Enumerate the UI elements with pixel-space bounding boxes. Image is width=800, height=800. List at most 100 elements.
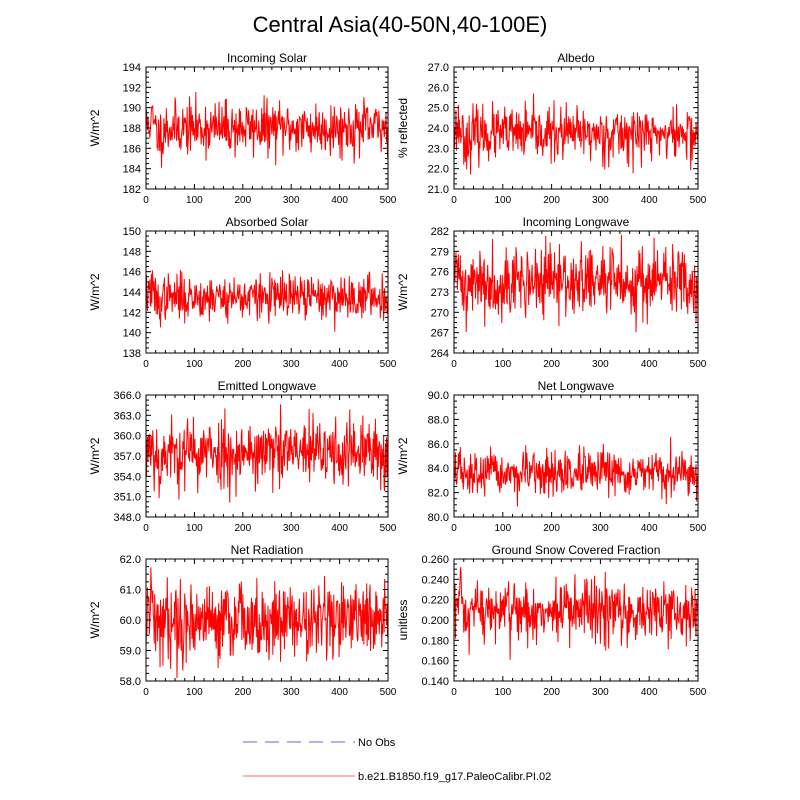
panel-6: 0 100 200 300 400 500 80.0 82.0 84.0 86.0 88.0 90.0… xyxy=(396,379,707,534)
panels: 0 100 200 300 400 500 182 184 186 188 190 192 194 Inc… xyxy=(88,51,707,698)
y-tick-label: 26.0 xyxy=(428,82,449,94)
x-tick-label: 300 xyxy=(283,359,300,370)
x-tick-label: 300 xyxy=(283,195,300,206)
y-tick-label: 80.0 xyxy=(428,512,449,524)
y-tick-label: 0.180 xyxy=(421,635,449,647)
y-axis-label: unitless xyxy=(396,600,410,641)
x-tick-label: 100 xyxy=(186,523,203,534)
x-tick-label: 500 xyxy=(380,195,397,206)
y-tick-label: 267 xyxy=(431,328,449,340)
y-tick-label: 282 xyxy=(431,226,449,238)
y-axis-label: W/m^2 xyxy=(88,437,102,474)
x-tick-label: 0 xyxy=(451,359,457,370)
legend-obs-label: No Obs xyxy=(358,737,396,749)
panel-title: Net Radiation xyxy=(231,543,304,557)
series-line xyxy=(145,91,389,168)
x-tick-label: 500 xyxy=(690,687,707,698)
y-tick-label: 82.0 xyxy=(428,488,449,500)
x-tick-label: 500 xyxy=(690,359,707,370)
y-tick-label: 142 xyxy=(123,307,141,319)
y-tick-label: 273 xyxy=(431,287,449,299)
legend: No Obs b.e21.B1850.f19_g17.PaleoCalibr.P… xyxy=(243,737,551,783)
y-tick-label: 90.0 xyxy=(428,390,449,402)
y-tick-label: 146 xyxy=(123,267,141,279)
x-tick-label: 500 xyxy=(690,523,707,534)
x-tick-label: 0 xyxy=(451,687,457,698)
series-line xyxy=(453,234,699,333)
panel-1: 0 100 200 300 400 500 182 184 186 188 190 192 194 Inc… xyxy=(88,51,397,206)
x-tick-label: 300 xyxy=(283,687,300,698)
x-tick-label: 100 xyxy=(186,195,203,206)
y-tick-label: 27.0 xyxy=(428,62,449,74)
x-tick-label: 500 xyxy=(380,523,397,534)
x-tick-label: 100 xyxy=(494,523,511,534)
panel-3: 0 100 200 300 400 500 138 140 142 144 146 148 150 Abs… xyxy=(88,215,397,370)
y-tick-label: 22.0 xyxy=(428,164,449,176)
x-tick-label: 300 xyxy=(592,687,609,698)
y-tick-label: 23.0 xyxy=(428,143,449,155)
x-tick-label: 0 xyxy=(143,523,149,534)
x-tick-label: 400 xyxy=(331,195,348,206)
y-tick-label: 148 xyxy=(123,246,141,258)
panel-title: Net Longwave xyxy=(538,379,615,393)
y-tick-label: 62.0 xyxy=(120,554,141,566)
y-axis-label: W/m^2 xyxy=(88,109,102,146)
legend-model-label: b.e21.B1850.f19_g17.PaleoCalibr.PI.02 xyxy=(358,771,551,783)
x-tick-label: 100 xyxy=(494,359,511,370)
y-tick-label: 61.0 xyxy=(120,585,141,597)
x-tick-label: 0 xyxy=(143,359,149,370)
panel-5: 0 100 200 300 400 500 348.0 351.0 354.0 357.0 360.… xyxy=(88,379,397,534)
y-tick-label: 84.0 xyxy=(428,463,449,475)
panel-title: Incoming Solar xyxy=(227,51,307,65)
x-tick-label: 500 xyxy=(380,359,397,370)
series-line xyxy=(145,269,389,332)
panel-4: 0 100 200 300 400 500 264 267 270 273 276 279 282 Inc… xyxy=(396,215,707,370)
y-tick-label: 190 xyxy=(123,103,141,115)
x-tick-label: 100 xyxy=(494,195,511,206)
y-tick-label: 360.0 xyxy=(113,431,141,443)
y-tick-label: 351.0 xyxy=(113,492,141,504)
panel-title: Albedo xyxy=(557,51,595,65)
y-tick-label: 192 xyxy=(123,82,141,94)
y-axis-label: % reflected xyxy=(396,98,410,158)
y-tick-label: 357.0 xyxy=(113,451,141,463)
y-tick-label: 150 xyxy=(123,226,141,238)
x-tick-label: 300 xyxy=(592,359,609,370)
y-tick-label: 186 xyxy=(123,143,141,155)
y-tick-label: 0.220 xyxy=(421,595,449,607)
y-tick-label: 0.260 xyxy=(421,554,449,566)
series-line xyxy=(453,93,699,175)
x-tick-label: 0 xyxy=(451,195,457,206)
y-tick-label: 24.0 xyxy=(428,123,449,135)
x-tick-label: 100 xyxy=(494,687,511,698)
y-tick-label: 0.140 xyxy=(421,676,449,688)
y-tick-label: 184 xyxy=(123,164,141,176)
x-tick-label: 200 xyxy=(543,359,560,370)
series-line xyxy=(145,404,389,503)
x-tick-label: 400 xyxy=(641,687,658,698)
x-tick-label: 200 xyxy=(234,687,251,698)
y-tick-label: 354.0 xyxy=(113,471,141,483)
y-tick-label: 21.0 xyxy=(428,184,449,196)
y-axis-label: W/m^2 xyxy=(396,437,410,474)
y-tick-label: 276 xyxy=(431,267,449,279)
y-tick-label: 264 xyxy=(431,348,449,360)
y-axis-label: W/m^2 xyxy=(88,601,102,638)
y-tick-label: 144 xyxy=(123,287,141,299)
panel-title: Absorbed Solar xyxy=(226,215,309,229)
x-tick-label: 100 xyxy=(186,359,203,370)
x-tick-label: 400 xyxy=(641,523,658,534)
y-tick-label: 363.0 xyxy=(113,410,141,422)
x-tick-label: 400 xyxy=(331,687,348,698)
y-tick-label: 188 xyxy=(123,123,141,135)
x-tick-label: 200 xyxy=(543,523,560,534)
series-line xyxy=(145,567,389,678)
x-tick-label: 200 xyxy=(234,359,251,370)
y-tick-label: 279 xyxy=(431,246,449,258)
y-tick-label: 86.0 xyxy=(428,439,449,451)
x-tick-label: 400 xyxy=(641,195,658,206)
x-tick-label: 500 xyxy=(380,687,397,698)
x-tick-label: 200 xyxy=(234,195,251,206)
y-tick-label: 270 xyxy=(431,307,449,319)
